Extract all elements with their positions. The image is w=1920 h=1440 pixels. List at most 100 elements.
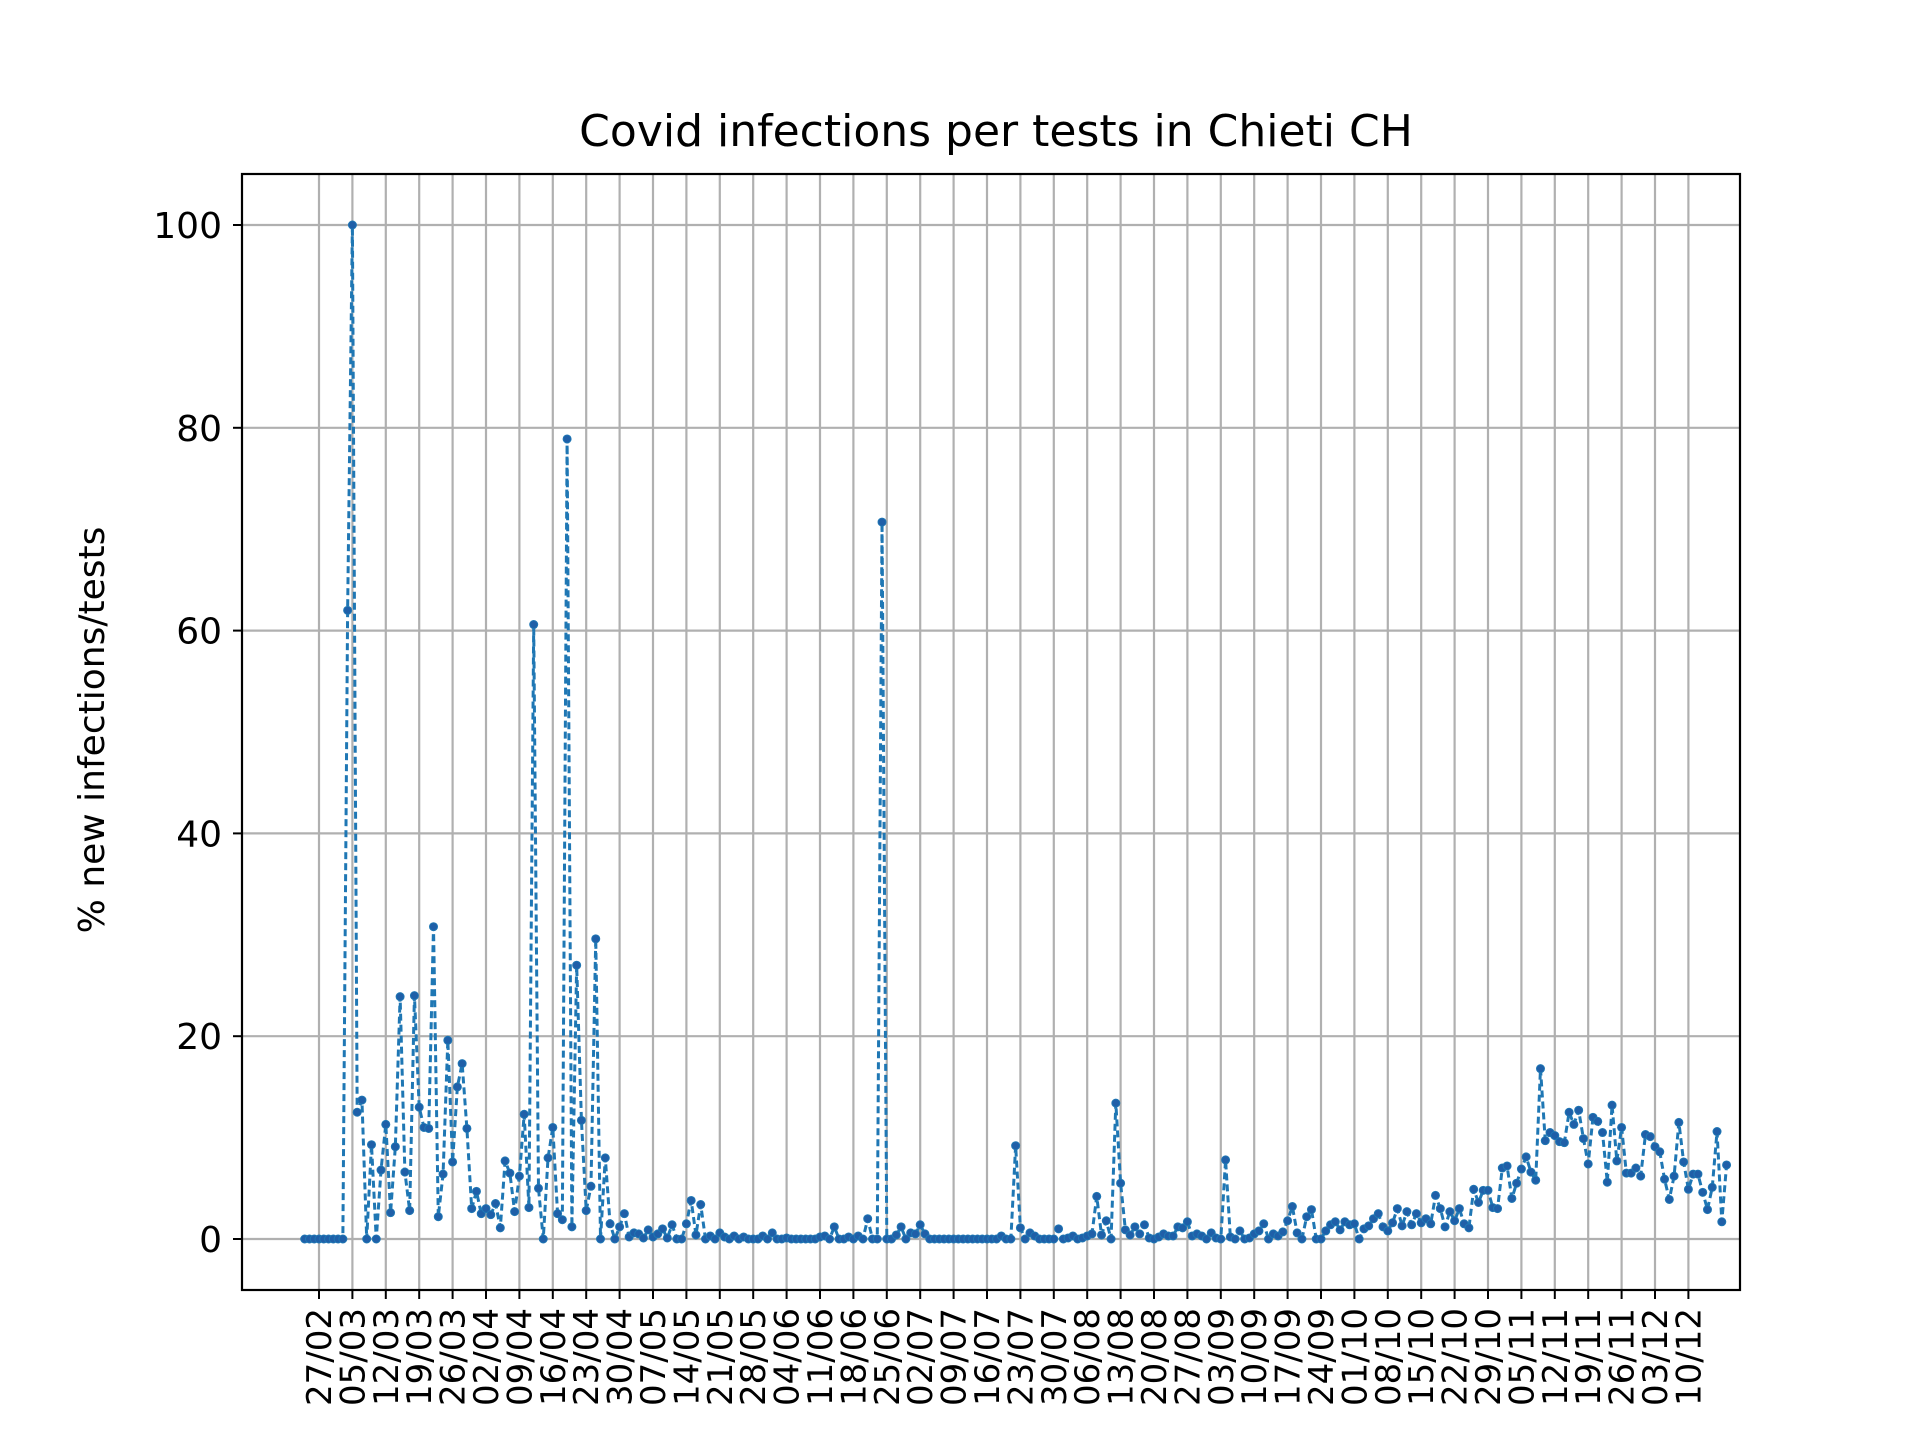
data-point (553, 1209, 563, 1219)
data-point (519, 1109, 529, 1119)
data-point (433, 1212, 443, 1222)
data-point (371, 1234, 381, 1244)
data-point (1583, 1159, 1593, 1169)
x-tick-label: 10/12 (1669, 1308, 1709, 1406)
data-point (600, 1153, 610, 1163)
data-point (381, 1119, 391, 1129)
x-tick-label: 27/08 (1168, 1308, 1208, 1406)
y-axis-label: % new infections/tests (72, 527, 113, 934)
data-point (605, 1219, 615, 1229)
data-point (1535, 1064, 1545, 1074)
data-point (386, 1208, 396, 1218)
data-point (1087, 1229, 1097, 1239)
data-point (1354, 1234, 1364, 1244)
data-point (1493, 1204, 1503, 1214)
data-point (390, 1142, 400, 1152)
data-point (1259, 1219, 1269, 1229)
x-tick-label: 17/09 (1269, 1308, 1309, 1406)
x-tick-label: 03/09 (1202, 1308, 1242, 1406)
data-point (1607, 1100, 1617, 1110)
x-tick-label: 23/07 (1001, 1308, 1041, 1406)
data-point (686, 1195, 696, 1205)
data-point (1349, 1219, 1359, 1229)
data-point (1483, 1185, 1493, 1195)
data-point (505, 1168, 515, 1178)
data-point (1330, 1217, 1340, 1227)
data-point (414, 1102, 424, 1112)
data-point (763, 1234, 773, 1244)
data-point (1664, 1194, 1674, 1204)
data-point (538, 1234, 548, 1244)
x-tick-label: 08/10 (1369, 1308, 1409, 1406)
data-point (591, 934, 601, 944)
data-point (1097, 1230, 1107, 1240)
data-point (443, 1035, 453, 1045)
data-point (481, 1204, 491, 1214)
x-tick-label: 28/05 (734, 1308, 774, 1406)
data-point (696, 1200, 706, 1210)
data-point (1106, 1234, 1116, 1244)
data-point (533, 1183, 543, 1193)
data-point (1135, 1229, 1145, 1239)
data-point (1178, 1223, 1188, 1233)
data-point (486, 1210, 496, 1220)
data-point (562, 434, 572, 444)
data-point (1201, 1234, 1211, 1244)
data-point (1636, 1171, 1646, 1181)
data-point (691, 1230, 701, 1240)
data-point (1722, 1160, 1732, 1170)
data-point (1564, 1107, 1574, 1117)
data-point (366, 1140, 376, 1150)
x-tick-label: 03/12 (1636, 1308, 1676, 1406)
x-tick-label: 05/03 (333, 1308, 373, 1406)
data-point (467, 1204, 477, 1214)
data-point (1383, 1226, 1393, 1236)
data-point (610, 1234, 620, 1244)
data-point (1316, 1234, 1326, 1244)
data-point (1454, 1204, 1464, 1214)
plot-frame (240, 172, 1742, 1292)
plot-area (300, 220, 1732, 1244)
data-point (1015, 1223, 1025, 1233)
data-point (1693, 1169, 1703, 1179)
x-tick-label: 02/04 (467, 1308, 507, 1406)
x-tick-label: 16/04 (534, 1308, 574, 1406)
data-point (891, 1230, 901, 1240)
x-tick-label: 05/11 (1502, 1308, 1542, 1406)
data-point (424, 1123, 434, 1133)
data-point (1431, 1190, 1441, 1200)
data-point (1435, 1204, 1445, 1214)
data-point (1598, 1128, 1608, 1138)
x-tick-label: 25/06 (868, 1308, 908, 1406)
grid (242, 174, 1740, 1290)
x-tick-label: 14/05 (667, 1308, 707, 1406)
data-point (343, 605, 353, 615)
data-point (362, 1234, 372, 1244)
data-point (1116, 1178, 1126, 1188)
data-point (638, 1233, 648, 1243)
data-point (1526, 1167, 1536, 1177)
data-point (429, 922, 439, 932)
data-point (658, 1224, 668, 1234)
x-tick-label: 12/03 (367, 1308, 407, 1406)
data-point (567, 1222, 577, 1232)
data-point (1574, 1105, 1584, 1115)
data-point (1674, 1117, 1684, 1127)
x-tick-label: 09/07 (935, 1308, 975, 1406)
data-point (1216, 1234, 1226, 1244)
data-point (471, 1186, 481, 1196)
data-point (500, 1156, 510, 1166)
data-point (1645, 1132, 1655, 1142)
x-tick-label: 02/07 (901, 1308, 941, 1406)
data-point (347, 220, 357, 230)
data-point (915, 1220, 925, 1230)
data-point (1669, 1171, 1679, 1181)
data-point (829, 1222, 839, 1232)
data-point (1054, 1224, 1064, 1234)
data-point (1364, 1221, 1374, 1231)
data-point (1712, 1127, 1722, 1137)
data-point (1559, 1138, 1569, 1148)
x-tick-label: 18/06 (834, 1308, 874, 1406)
x-tick-label: 26/11 (1603, 1308, 1643, 1406)
data-point (1698, 1187, 1708, 1197)
